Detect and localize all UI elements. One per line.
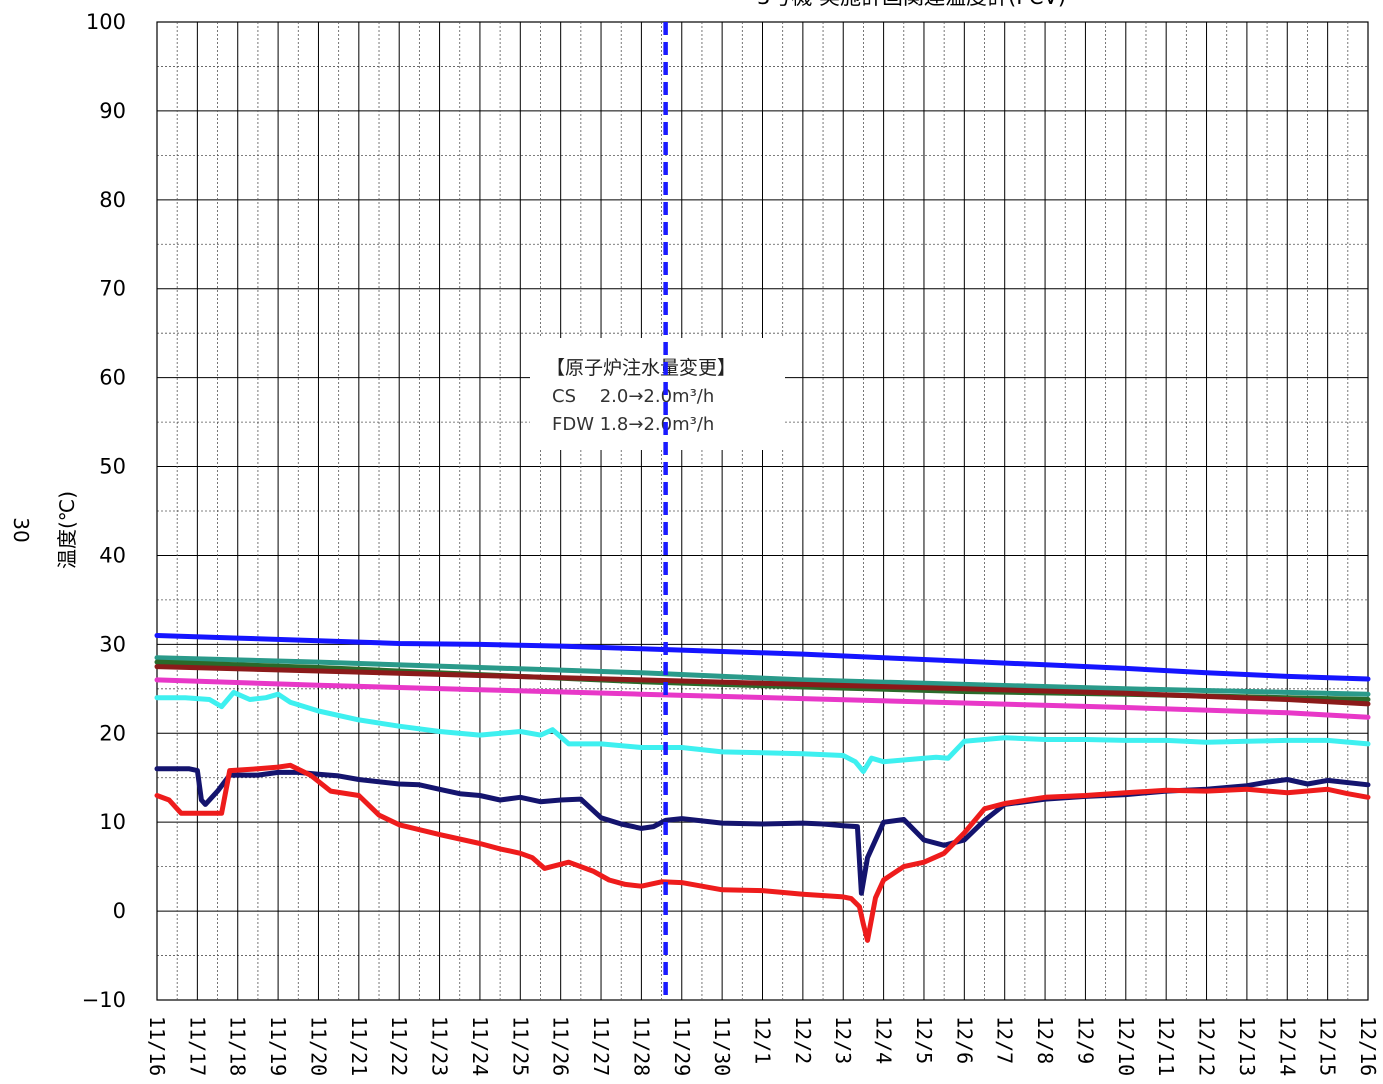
y-tick-label: 80 — [99, 188, 126, 212]
series-line-0 — [154, 633, 1371, 682]
x-tick-label: 12/15 — [1316, 1016, 1340, 1076]
annotation-line: 【原子炉注水量変更】 — [546, 357, 736, 379]
annotation-box — [530, 338, 785, 450]
y-tick-label: 60 — [99, 366, 126, 390]
x-tick-label: 12/5 — [912, 1016, 936, 1064]
x-tick-labels: 11/16 11/17 11/18 11/19 11/20 11/21 11/22 11/23… — [145, 1016, 1380, 1076]
y-tick-labels: −10 0 10 20 30 40 50 60 70 80 90 100 — [82, 10, 126, 1012]
x-tick-label: 12/10 — [1114, 1016, 1138, 1076]
x-tick-label: 11/21 — [347, 1016, 371, 1076]
x-tick-label: 12/7 — [993, 1016, 1017, 1064]
series-lines — [154, 633, 1371, 943]
x-tick-label: 11/28 — [629, 1016, 653, 1076]
x-tick-label: 11/20 — [307, 1016, 331, 1076]
x-tick-label: 12/16 — [1356, 1016, 1380, 1076]
series-line-5 — [154, 689, 1371, 774]
x-tick-label: 12/12 — [1195, 1016, 1219, 1076]
x-tick-label: 12/6 — [952, 1016, 976, 1064]
y-tick-label: 70 — [99, 277, 126, 301]
x-tick-label: 11/24 — [468, 1016, 492, 1076]
y-tick-label: 100 — [86, 10, 126, 34]
x-tick-label: 11/26 — [549, 1016, 573, 1076]
y-tick-label: −10 — [82, 988, 126, 1012]
y-tick-label: 40 — [99, 543, 126, 567]
page-number: 30 — [9, 517, 33, 542]
x-tick-label: 12/13 — [1235, 1016, 1259, 1076]
y-tick-label: 30 — [99, 632, 126, 656]
x-tick-label: 12/1 — [751, 1016, 775, 1064]
x-tick-label: 11/27 — [589, 1016, 613, 1076]
x-tick-label: 12/4 — [872, 1016, 896, 1064]
y-tick-label: 50 — [99, 455, 126, 479]
x-tick-label: 12/2 — [791, 1016, 815, 1064]
y-tick-label: 0 — [113, 899, 126, 923]
series-line-7 — [154, 762, 1371, 943]
x-tick-label: 11/30 — [710, 1016, 734, 1076]
x-tick-label: 11/19 — [266, 1016, 290, 1076]
annotation: 【原子炉注水量変更】 CS 2.0→2.0m³/h FDW 1.8→2.0m³/… — [530, 338, 785, 450]
x-tick-label: 11/23 — [428, 1016, 452, 1076]
x-tick-label: 11/25 — [508, 1016, 532, 1076]
series-line-4 — [154, 677, 1371, 720]
x-tick-label: 11/16 — [145, 1016, 169, 1076]
y-tick-label: 90 — [99, 99, 126, 123]
x-tick-label: 11/22 — [387, 1016, 411, 1076]
x-tick-label: 12/14 — [1275, 1016, 1299, 1076]
x-tick-label: 12/8 — [1033, 1016, 1057, 1064]
x-tick-label: 12/9 — [1073, 1016, 1097, 1064]
chart-title: 3号機 実施計画関連温度計(PCV) — [757, 0, 1066, 9]
series-line-3 — [154, 664, 1371, 707]
x-tick-label: 11/29 — [670, 1016, 694, 1076]
annotation-line: CS 2.0→2.0m³/h — [552, 386, 714, 407]
x-tick-label: 12/11 — [1154, 1016, 1178, 1076]
x-tick-label: 12/3 — [831, 1016, 855, 1064]
x-tick-label: 11/17 — [185, 1016, 209, 1076]
x-tick-label: 11/18 — [226, 1016, 250, 1076]
y-tick-label: 20 — [99, 721, 126, 745]
y-tick-label: 10 — [99, 810, 126, 834]
annotation-line: FDW 1.8→2.0m³/h — [552, 414, 714, 435]
series-line-1 — [154, 655, 1371, 697]
y-axis-label: 温度(℃) — [55, 491, 79, 569]
